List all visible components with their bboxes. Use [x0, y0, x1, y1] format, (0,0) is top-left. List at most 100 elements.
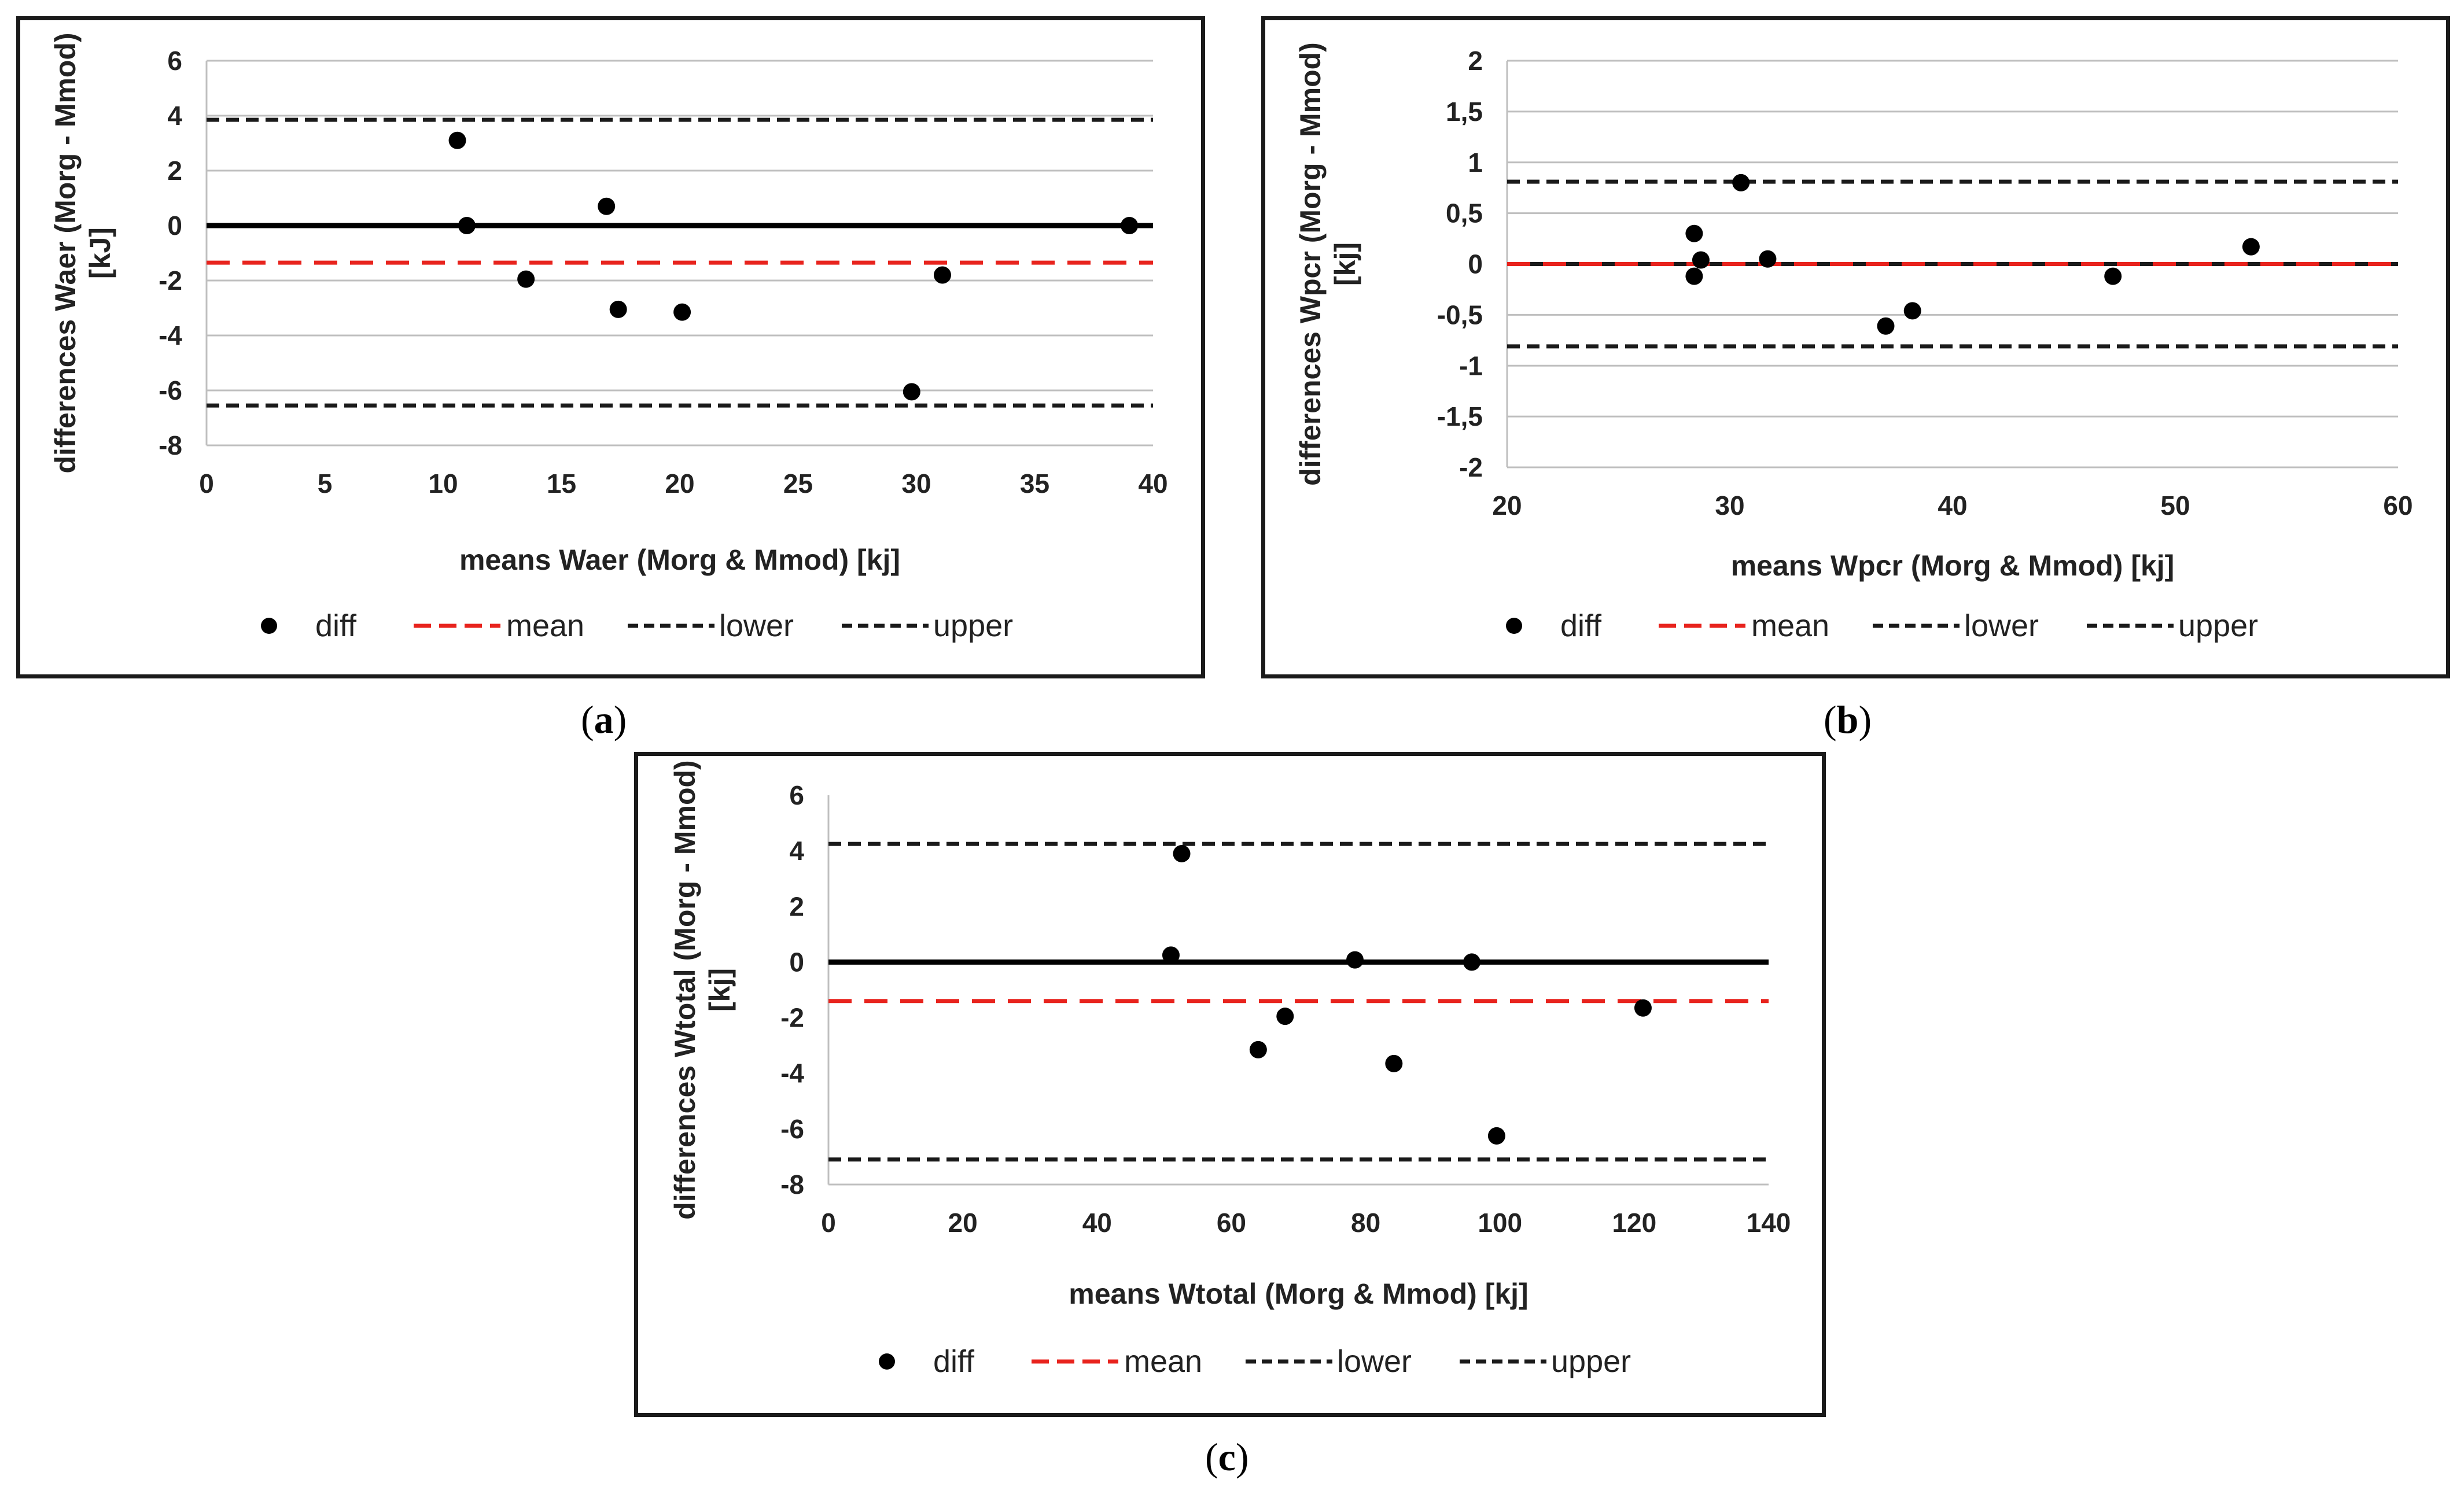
chart-panel-c: -8 -6 -4 -2 0 2 4 6 0 20 40 60 80 100 120 140 means Wtot…: [634, 752, 1826, 1417]
y-tick-label: 6: [789, 780, 804, 810]
y-tick-label: 2: [167, 156, 182, 186]
y-tick-label: -4: [159, 320, 182, 350]
y-tick-label: 0: [1468, 249, 1483, 279]
y-tick-label: 0,5: [1446, 198, 1483, 228]
y-tick-label: 6: [167, 46, 182, 76]
caption-c: (c): [1205, 1434, 1249, 1480]
y-tick-label: 0: [167, 211, 182, 241]
y-tick-label: 1: [1468, 147, 1483, 178]
data-point: [1877, 317, 1895, 335]
x-tick-label: 0: [821, 1208, 836, 1238]
y-axis-title-line2: [kj]: [1329, 242, 1361, 286]
data-point: [1685, 267, 1703, 285]
data-point: [1121, 217, 1139, 234]
data-point: [1463, 953, 1480, 971]
y-tick-label: -8: [159, 430, 182, 460]
data-point: [1346, 951, 1364, 969]
data-point: [598, 197, 616, 215]
data-point: [448, 131, 466, 149]
caption-a-letter: a: [594, 698, 614, 741]
chart-svg-b: -2 -1,5 -1 -0,5 0 0,5 1 1,5 2 20 30 40 50 60 means Wpc…: [1294, 42, 2413, 643]
x-axis-title: means Waer (Morg & Mmod) [kj]: [459, 544, 900, 576]
data-point: [1685, 224, 1703, 242]
x-tick-label: 20: [948, 1208, 978, 1238]
x-axis-title: means Wtotal (Morg & Mmod) [kj]: [1069, 1278, 1528, 1310]
chart-panel-b: -2 -1,5 -1 -0,5 0 0,5 1 1,5 2 20 30 40 50 60 means Wpc…: [1261, 16, 2450, 678]
legend-diff-label: diff: [315, 608, 357, 643]
data-point: [1903, 302, 1921, 320]
x-tick-label: 80: [1351, 1208, 1380, 1238]
y-tick-label: -6: [159, 375, 182, 405]
data-point: [1487, 1127, 1505, 1145]
y-axis-title-line1: differences Wpcr (Morg - Mmod): [1294, 42, 1327, 486]
x-tick-label: 40: [1938, 490, 1967, 521]
x-tick-label: 60: [1217, 1208, 1246, 1238]
data-point: [517, 270, 535, 288]
y-tick-label: -4: [780, 1058, 804, 1089]
y-axis-title-line1: differences Waer (Morg - Mmod): [49, 32, 82, 473]
legend-diff-marker: [261, 618, 277, 634]
y-tick-label: 1,5: [1446, 97, 1483, 127]
y-tick-label: 4: [167, 101, 182, 131]
y-axis-title-line1: differences Wtotal (Morg - Mmod): [669, 760, 701, 1219]
y-tick-label: 2: [789, 891, 804, 921]
x-tick-label: 30: [901, 468, 931, 499]
x-tick-label: 120: [1612, 1208, 1656, 1238]
y-tick-label: 2: [1468, 46, 1483, 76]
y-tick-label: -2: [780, 1003, 804, 1033]
data-point: [1759, 250, 1777, 268]
y-tick-label: -8: [780, 1169, 804, 1200]
y-tick-label: -2: [1459, 452, 1483, 482]
x-tick-label: 20: [1492, 490, 1522, 521]
legend-diff-label: diff: [1560, 608, 1602, 643]
legend-lower-label: lower: [1337, 1344, 1412, 1379]
data-point: [1249, 1041, 1267, 1058]
caption-b: (b): [1824, 697, 1872, 743]
legend-lower-label: lower: [719, 608, 794, 643]
caption-a: (a): [581, 697, 627, 743]
y-tick-label: -0,5: [1437, 300, 1483, 330]
legend-mean-label: mean: [1751, 608, 1829, 643]
data-point: [1276, 1008, 1294, 1025]
caption-b-letter: b: [1836, 698, 1859, 741]
x-tick-label: 30: [1715, 490, 1744, 521]
legend-upper-label: upper: [1551, 1344, 1631, 1379]
caption-a-close: ): [613, 698, 627, 741]
chart-panel-a: -8 -6 -4 -2 0 2 4 6 0 5 10 15 20 25 30 35 40 means Waer (…: [16, 16, 1205, 678]
x-tick-label: 0: [199, 468, 214, 499]
data-point: [2104, 267, 2122, 285]
y-axis-title: differences Wpcr (Morg - Mmod)[kj]: [1294, 42, 1361, 486]
legend-diff-marker: [879, 1353, 895, 1370]
y-tick-label: -1,5: [1437, 401, 1483, 431]
y-tick-label: 0: [789, 947, 804, 977]
data-point: [903, 383, 920, 401]
caption-c-letter: c: [1218, 1435, 1236, 1479]
y-tick-label: -6: [780, 1114, 804, 1144]
data-point: [2242, 238, 2260, 256]
x-tick-label: 40: [1082, 1208, 1112, 1238]
y-tick-label: -1: [1459, 350, 1483, 381]
chart-svg-a: -8 -6 -4 -2 0 2 4 6 0 5 10 15 20 25 30 35 40 means Waer (…: [49, 32, 1168, 643]
y-axis-title-line2: [kJ]: [84, 227, 116, 279]
legend-lower-label: lower: [1964, 608, 2039, 643]
data-point: [1162, 946, 1180, 964]
data-point: [609, 300, 627, 318]
y-tick-label: 4: [789, 836, 804, 866]
x-tick-label: 60: [2383, 490, 2413, 521]
caption-a-open: (: [581, 698, 594, 741]
data-point: [1173, 844, 1191, 862]
y-axis-title: differences Waer (Morg - Mmod)[kJ]: [49, 32, 116, 473]
y-tick-label: -2: [159, 265, 182, 296]
x-tick-label: 10: [428, 468, 458, 499]
data-point: [458, 217, 476, 234]
x-tick-label: 100: [1478, 1208, 1522, 1238]
legend-diff-marker: [1506, 618, 1522, 634]
data-point: [933, 266, 951, 284]
x-tick-label: 20: [665, 468, 694, 499]
x-tick-label: 140: [1747, 1208, 1791, 1238]
x-tick-label: 50: [2160, 490, 2190, 521]
data-point: [1634, 999, 1652, 1017]
caption-c-open: (: [1205, 1435, 1218, 1479]
data-point: [1732, 174, 1750, 191]
